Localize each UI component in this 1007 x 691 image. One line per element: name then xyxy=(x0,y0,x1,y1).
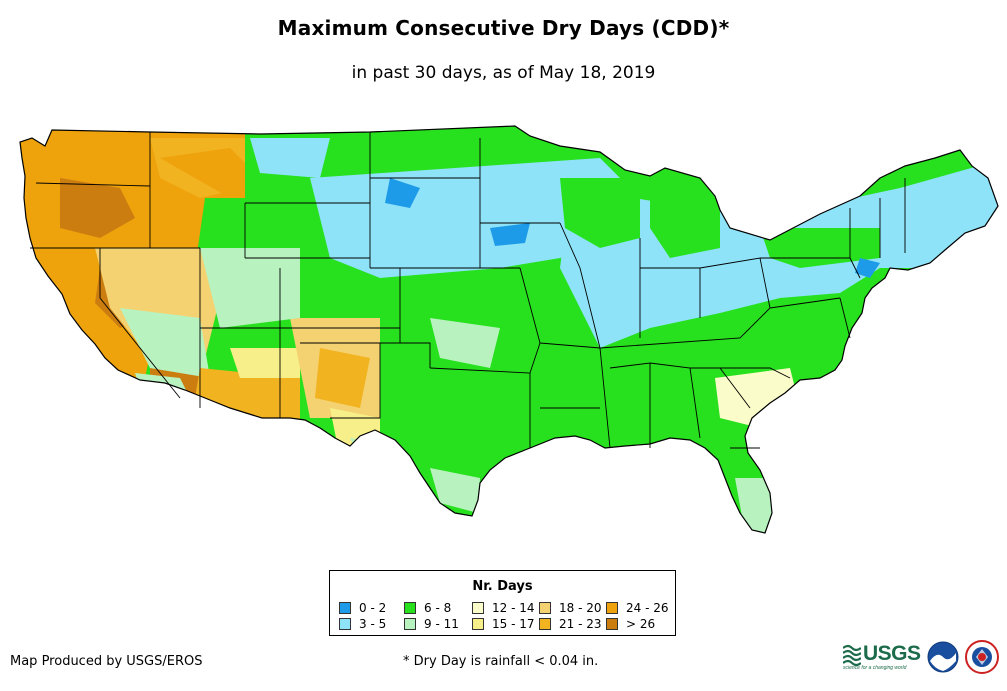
legend-item: 6 - 8 xyxy=(404,601,451,615)
nws-logo-icon xyxy=(965,640,999,674)
us-dry-days-map xyxy=(19,125,999,534)
usgs-tagline: science for a changing world xyxy=(843,665,907,671)
legend: Nr. Days 0 - 2 3 - 5 6 - 8 9 - 11 12 - 1… xyxy=(329,570,676,636)
legend-item: 9 - 11 xyxy=(404,617,459,631)
legend-swatch xyxy=(339,618,351,630)
noaa-logo-icon xyxy=(927,641,959,673)
legend-label: 6 - 8 xyxy=(424,601,452,615)
legend-swatch xyxy=(339,602,351,614)
agency-logos: USGS science for a changing world xyxy=(843,640,1003,676)
legend-item: 21 - 23 xyxy=(539,617,602,631)
legend-item: 0 - 2 xyxy=(339,601,386,615)
map-subtitle: in past 30 days, as of May 18, 2019 xyxy=(351,63,656,83)
legend-item: 12 - 14 xyxy=(472,601,535,615)
legend-label: 12 - 14 xyxy=(492,601,535,615)
legend-item: > 26 xyxy=(606,617,655,631)
legend-item: 24 - 26 xyxy=(606,601,669,615)
legend-title: Nr. Days xyxy=(472,579,533,594)
state-boundaries xyxy=(19,125,999,534)
legend-item: 18 - 20 xyxy=(539,601,602,615)
legend-swatch xyxy=(472,602,484,614)
legend-label: 24 - 26 xyxy=(626,601,669,615)
legend-swatch xyxy=(404,618,416,630)
legend-label: 15 - 17 xyxy=(492,617,535,631)
legend-swatch xyxy=(539,602,551,614)
legend-swatch xyxy=(404,602,416,614)
legend-swatch xyxy=(606,602,618,614)
usgs-logo-text: USGS xyxy=(863,642,921,665)
map-title: Maximum Consecutive Dry Days (CDD)* xyxy=(277,16,730,40)
dry-day-footnote: * Dry Day is rainfall < 0.04 in. xyxy=(403,654,599,669)
legend-label: 21 - 23 xyxy=(559,617,602,631)
legend-label: 18 - 20 xyxy=(559,601,602,615)
legend-swatch xyxy=(606,618,618,630)
legend-label: > 26 xyxy=(626,617,656,631)
legend-label: 9 - 11 xyxy=(424,617,459,631)
legend-swatch xyxy=(539,618,551,630)
legend-item: 15 - 17 xyxy=(472,617,535,631)
producer-credit: Map Produced by USGS/EROS xyxy=(10,654,203,669)
legend-label: 0 - 2 xyxy=(359,601,387,615)
usgs-logo-icon xyxy=(843,644,861,666)
legend-label: 3 - 5 xyxy=(359,617,387,631)
legend-item: 3 - 5 xyxy=(339,617,386,631)
legend-swatch xyxy=(472,618,484,630)
